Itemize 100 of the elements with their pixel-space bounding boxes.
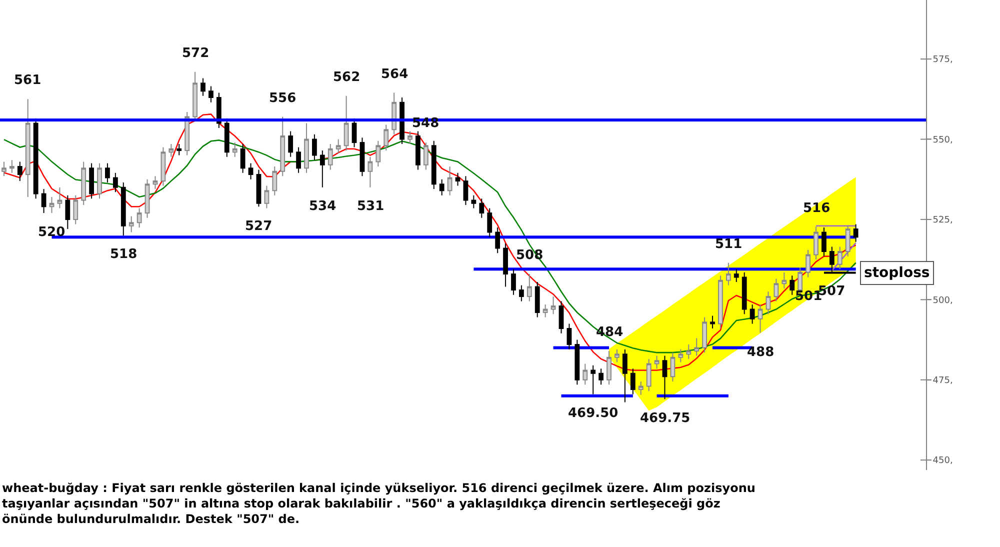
- candlestick: [638, 380, 644, 396]
- candlestick: [702, 316, 708, 354]
- candlestick: [542, 304, 548, 318]
- candlestick: [176, 144, 182, 156]
- candlestick: [392, 92, 397, 135]
- candlestick: [630, 368, 636, 395]
- candlestick: [550, 296, 556, 315]
- candlestick: [17, 161, 22, 182]
- text: 527: [245, 219, 272, 234]
- candlestick: [312, 134, 317, 161]
- candlestick: [384, 124, 389, 151]
- candlestick: [606, 350, 612, 386]
- candlestick: [582, 363, 588, 386]
- candlestick: [662, 355, 668, 400]
- candlestick: [479, 198, 484, 218]
- candlestick: [503, 243, 508, 288]
- candlestick: [686, 344, 692, 360]
- candlestick: [112, 172, 118, 193]
- candlestick: [678, 348, 684, 363]
- candlestick: [742, 272, 747, 315]
- candlestick: [694, 338, 700, 356]
- candlestick: [368, 156, 373, 188]
- candlestick: [495, 226, 500, 254]
- candlestick: [264, 185, 270, 209]
- candlestick: [65, 194, 70, 230]
- candlestick: [160, 146, 166, 186]
- candlestick: [726, 262, 731, 286]
- candlestick: [845, 225, 850, 257]
- candlestick: [328, 144, 333, 170]
- candlestick: [750, 304, 755, 324]
- candlestick: [120, 182, 126, 236]
- text: wheat-buğday : Fiyat sarı renkle gösterilen kanal içinde yükseliyor. 516 direnci geçilmek üzere. Alım pozisyonu taşıyanlar açısından "507" in altına stop olarak bakılabilir . "560" a yaklaşıldıkça direncin sertleşeceği göz önünde bulundurulmalıdır. Destek "507" de.: [2, 481, 756, 526]
- candlestick: [455, 172, 460, 186]
- text: 572: [182, 46, 210, 61]
- candlestick: [41, 188, 46, 214]
- candlestick: [200, 78, 206, 96]
- candlestick: [654, 355, 660, 370]
- candlestick: [73, 194, 78, 225]
- y-tick-label: 475,: [932, 376, 953, 386]
- candlestick: [89, 162, 94, 200]
- candlestick: [511, 268, 516, 296]
- y-tick-label: 500,: [932, 296, 953, 306]
- candlestick: [152, 176, 158, 190]
- candlestick: [447, 166, 452, 196]
- candlestick: [208, 86, 214, 103]
- candlestick: [806, 249, 810, 278]
- candlestick: [320, 150, 325, 188]
- candlestick: [534, 282, 540, 318]
- candlestick: [400, 97, 404, 145]
- candlestick: [853, 224, 858, 242]
- candlestick: [168, 144, 174, 158]
- text: 561: [14, 73, 42, 88]
- candlestick: [184, 111, 190, 156]
- candlestick: [758, 304, 763, 334]
- candlestick: [2, 161, 6, 177]
- candlestick: [822, 226, 826, 257]
- candlestick: [471, 194, 476, 209]
- candlestick: [232, 142, 238, 158]
- candlestick: [790, 275, 795, 296]
- candlestick: [97, 162, 102, 200]
- candlestick: [128, 216, 134, 233]
- text: 531: [357, 199, 384, 214]
- candlestick: [766, 291, 771, 315]
- candlestick: [256, 169, 262, 208]
- candlestick: [408, 130, 412, 145]
- text: 556: [269, 91, 296, 106]
- candlestick: [439, 178, 444, 196]
- candlestick: [558, 300, 564, 334]
- candlestick: [81, 161, 86, 206]
- candlestick: [240, 144, 246, 174]
- y-tick-label: 450,: [932, 456, 953, 466]
- candlestick: [670, 352, 676, 382]
- candlestick: [734, 268, 739, 282]
- candlestick: [49, 196, 54, 214]
- candlestick: [423, 142, 428, 170]
- candlestick: [296, 146, 301, 174]
- candlestick: [566, 323, 572, 350]
- candlestick: [360, 137, 365, 177]
- line-series: [831, 242, 856, 272]
- candlestick: [288, 130, 294, 158]
- candlestick: [487, 208, 492, 238]
- candlestick: [105, 162, 110, 184]
- candlestick: [25, 98, 30, 198]
- candlestick: [614, 348, 620, 363]
- candlestick: [344, 95, 349, 151]
- candlestick: [136, 208, 142, 228]
- candlestick: [272, 166, 278, 196]
- candlestick: [718, 275, 723, 330]
- candlestick: [416, 130, 420, 170]
- candlestick: [574, 339, 580, 386]
- text: 469.50: [568, 406, 618, 421]
- candlestick: [622, 348, 628, 403]
- text: 534: [309, 199, 336, 214]
- series-label: stoploss: [864, 265, 930, 281]
- candlestick: [144, 178, 150, 218]
- y-tick-label: 550,: [932, 135, 953, 146]
- candlestick: [336, 138, 341, 154]
- text: 562: [333, 70, 360, 85]
- candlestick: [782, 272, 787, 289]
- candlestick: [590, 364, 596, 395]
